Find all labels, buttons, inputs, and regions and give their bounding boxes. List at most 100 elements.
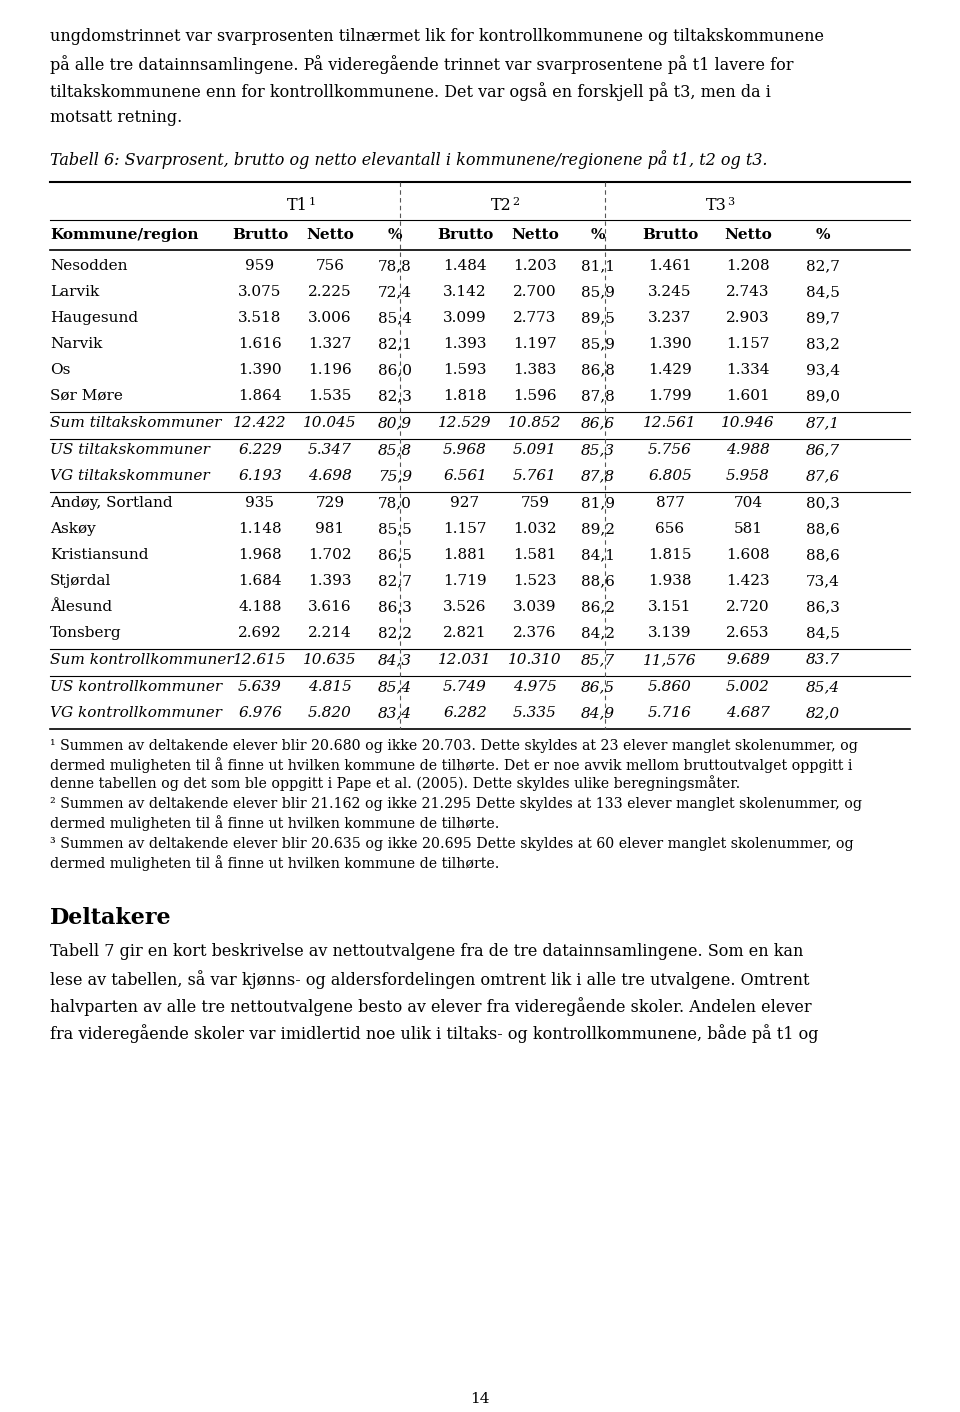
Text: 85,9: 85,9 bbox=[581, 285, 615, 299]
Text: Tonsberg: Tonsberg bbox=[50, 626, 122, 640]
Text: Brutto: Brutto bbox=[642, 227, 698, 241]
Text: 3.039: 3.039 bbox=[514, 600, 557, 614]
Text: Tabell 7 gir en kort beskrivelse av nettoutvalgene fra de tre datainnsamlingene.: Tabell 7 gir en kort beskrivelse av nett… bbox=[50, 943, 804, 960]
Text: 2.225: 2.225 bbox=[308, 285, 351, 299]
Text: dermed muligheten til å finne ut hvilken kommune de tilhørte.: dermed muligheten til å finne ut hvilken… bbox=[50, 815, 499, 830]
Text: %: % bbox=[816, 227, 830, 241]
Text: 84,5: 84,5 bbox=[806, 626, 840, 640]
Text: 85,4: 85,4 bbox=[378, 681, 412, 695]
Text: 12.031: 12.031 bbox=[438, 652, 492, 666]
Text: 12.561: 12.561 bbox=[643, 417, 697, 431]
Text: halvparten av alle tre nettoutvalgene besto av elever fra videregående skoler. A: halvparten av alle tre nettoutvalgene be… bbox=[50, 997, 811, 1015]
Text: Brutto: Brutto bbox=[232, 227, 288, 241]
Text: 1.390: 1.390 bbox=[238, 363, 282, 377]
Text: 704: 704 bbox=[733, 496, 762, 510]
Text: 86,5: 86,5 bbox=[378, 548, 412, 562]
Text: 3.616: 3.616 bbox=[308, 600, 351, 614]
Text: 5.639: 5.639 bbox=[238, 681, 282, 695]
Text: 935: 935 bbox=[246, 496, 275, 510]
Text: 87,1: 87,1 bbox=[806, 417, 840, 431]
Text: 3.099: 3.099 bbox=[444, 311, 487, 325]
Text: dermed muligheten til å finne ut hvilken kommune de tilhørte. Det er noe avvik m: dermed muligheten til å finne ut hvilken… bbox=[50, 757, 852, 772]
Text: 84,2: 84,2 bbox=[581, 626, 615, 640]
Text: 5.756: 5.756 bbox=[648, 443, 692, 457]
Text: 1: 1 bbox=[308, 198, 316, 208]
Text: lese av tabellen, så var kjønns- og aldersfordelingen omtrent lik i alle tre utv: lese av tabellen, så var kjønns- og alde… bbox=[50, 970, 809, 988]
Text: 9.689: 9.689 bbox=[726, 652, 770, 666]
Text: 88,6: 88,6 bbox=[806, 522, 840, 537]
Text: 1.523: 1.523 bbox=[514, 575, 557, 587]
Text: 86,6: 86,6 bbox=[581, 417, 615, 431]
Text: motsatt retning.: motsatt retning. bbox=[50, 109, 182, 126]
Text: T2: T2 bbox=[491, 198, 512, 215]
Text: på alle tre datainnsamlingene. På videregående trinnet var svarprosentene på t1 : på alle tre datainnsamlingene. På videre… bbox=[50, 55, 794, 73]
Text: Nesodden: Nesodden bbox=[50, 258, 128, 273]
Text: 83,2: 83,2 bbox=[806, 337, 840, 352]
Text: 86,3: 86,3 bbox=[378, 600, 412, 614]
Text: 1.383: 1.383 bbox=[514, 363, 557, 377]
Text: Larvik: Larvik bbox=[50, 285, 99, 299]
Text: Askøy: Askøy bbox=[50, 522, 96, 537]
Text: 1.938: 1.938 bbox=[648, 575, 692, 587]
Text: 84,3: 84,3 bbox=[378, 652, 412, 666]
Text: 82,2: 82,2 bbox=[378, 626, 412, 640]
Text: 6.976: 6.976 bbox=[238, 706, 282, 720]
Text: 81,1: 81,1 bbox=[581, 258, 615, 273]
Text: 87,8: 87,8 bbox=[581, 388, 614, 402]
Text: 756: 756 bbox=[316, 258, 345, 273]
Text: tiltakskommunene enn for kontrollkommunene. Det var også en forskjell på t3, men: tiltakskommunene enn for kontrollkommune… bbox=[50, 82, 771, 100]
Text: 11,576: 11,576 bbox=[643, 652, 697, 666]
Text: 78,8: 78,8 bbox=[378, 258, 412, 273]
Text: 581: 581 bbox=[733, 522, 762, 537]
Text: 3.151: 3.151 bbox=[648, 600, 692, 614]
Text: 2.773: 2.773 bbox=[514, 311, 557, 325]
Text: 12.615: 12.615 bbox=[233, 652, 287, 666]
Text: 4.815: 4.815 bbox=[308, 681, 352, 695]
Text: 2.903: 2.903 bbox=[726, 311, 770, 325]
Text: denne tabellen og det som ble oppgitt i Pape et al. (2005). Dette skyldes ulike : denne tabellen og det som ble oppgitt i … bbox=[50, 775, 740, 791]
Text: ³ Summen av deltakende elever blir 20.635 og ikke 20.695 Dette skyldes at 60 ele: ³ Summen av deltakende elever blir 20.63… bbox=[50, 837, 853, 851]
Text: 4.975: 4.975 bbox=[513, 681, 557, 695]
Text: 85,7: 85,7 bbox=[581, 652, 615, 666]
Text: 4.698: 4.698 bbox=[308, 469, 352, 483]
Text: 1.968: 1.968 bbox=[238, 548, 282, 562]
Text: 89,5: 89,5 bbox=[581, 311, 615, 325]
Text: 1.684: 1.684 bbox=[238, 575, 282, 587]
Text: 5.820: 5.820 bbox=[308, 706, 352, 720]
Text: 5.749: 5.749 bbox=[444, 681, 487, 695]
Text: 85,9: 85,9 bbox=[581, 337, 615, 352]
Text: 3.526: 3.526 bbox=[444, 600, 487, 614]
Text: %: % bbox=[590, 227, 605, 241]
Text: T3: T3 bbox=[706, 198, 727, 215]
Text: 80,3: 80,3 bbox=[806, 496, 840, 510]
Text: 10.635: 10.635 bbox=[303, 652, 357, 666]
Text: 89,7: 89,7 bbox=[806, 311, 840, 325]
Text: 10.946: 10.946 bbox=[721, 417, 775, 431]
Text: Netto: Netto bbox=[511, 227, 559, 241]
Text: Sør Møre: Sør Møre bbox=[50, 388, 123, 402]
Text: ² Summen av deltakende elever blir 21.162 og ikke 21.295 Dette skyldes at 133 el: ² Summen av deltakende elever blir 21.16… bbox=[50, 796, 862, 810]
Text: 2.743: 2.743 bbox=[727, 285, 770, 299]
Text: 2.720: 2.720 bbox=[726, 600, 770, 614]
Text: 87,6: 87,6 bbox=[806, 469, 840, 483]
Text: 6.193: 6.193 bbox=[238, 469, 282, 483]
Text: 72,4: 72,4 bbox=[378, 285, 412, 299]
Text: 4.687: 4.687 bbox=[726, 706, 770, 720]
Text: Sum tiltakskommuner: Sum tiltakskommuner bbox=[50, 417, 222, 431]
Text: 3.006: 3.006 bbox=[308, 311, 351, 325]
Text: 1.196: 1.196 bbox=[308, 363, 352, 377]
Text: 86,3: 86,3 bbox=[806, 600, 840, 614]
Text: fra videregående skoler var imidlertid noe ulik i tiltaks- og kontrollkommunene,: fra videregående skoler var imidlertid n… bbox=[50, 1024, 819, 1043]
Text: 3.142: 3.142 bbox=[444, 285, 487, 299]
Text: Os: Os bbox=[50, 363, 70, 377]
Text: 5.002: 5.002 bbox=[726, 681, 770, 695]
Text: 5.968: 5.968 bbox=[444, 443, 487, 457]
Text: 88,6: 88,6 bbox=[581, 575, 615, 587]
Text: 2.692: 2.692 bbox=[238, 626, 282, 640]
Text: 927: 927 bbox=[450, 496, 480, 510]
Text: 73,4: 73,4 bbox=[806, 575, 840, 587]
Text: VG tiltakskommuner: VG tiltakskommuner bbox=[50, 469, 209, 483]
Text: 86,2: 86,2 bbox=[581, 600, 615, 614]
Text: Kommune/region: Kommune/region bbox=[50, 227, 199, 241]
Text: 2.376: 2.376 bbox=[514, 626, 557, 640]
